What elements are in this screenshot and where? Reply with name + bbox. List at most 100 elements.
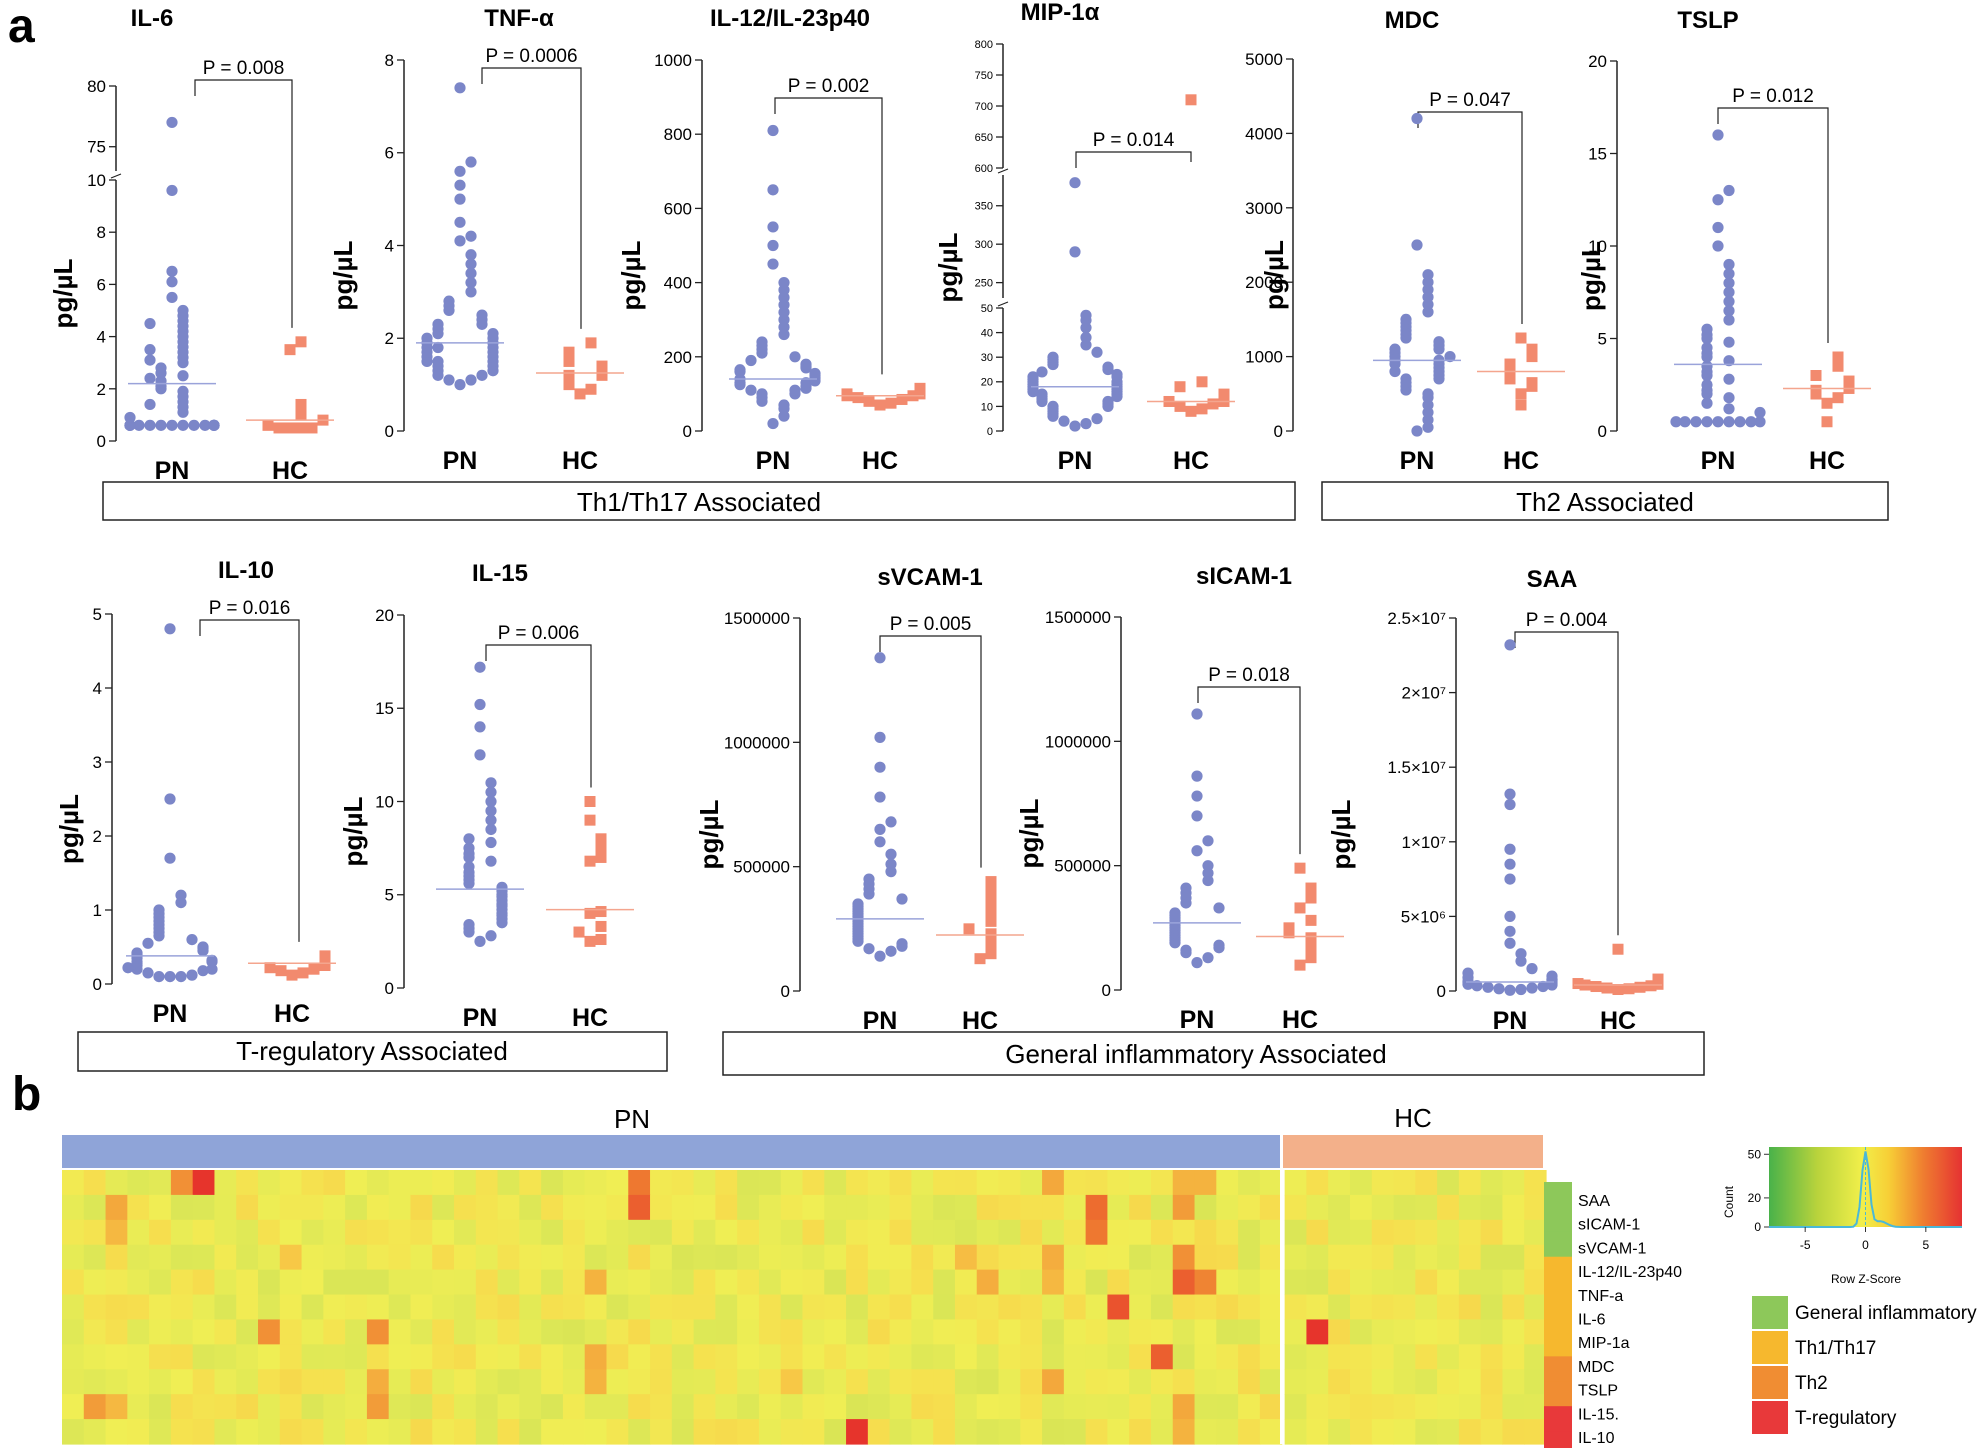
heatmap-cell xyxy=(1415,1419,1438,1445)
legend-swatch xyxy=(1752,1296,1788,1329)
heatmap-cell xyxy=(933,1294,956,1321)
heatmap-cell xyxy=(671,1294,695,1321)
heatmap-cell xyxy=(410,1219,433,1246)
data-point-pn xyxy=(778,277,790,289)
heatmap-cell xyxy=(62,1269,85,1296)
p-value-label: P = 0.0006 xyxy=(485,46,577,67)
heatmap-cell xyxy=(650,1344,673,1370)
heatmap-cell xyxy=(410,1319,433,1345)
y-tick-label: 15 xyxy=(1588,144,1607,163)
heatmap-cell xyxy=(432,1419,455,1445)
heatmap-cell xyxy=(1328,1344,1351,1370)
heatmap-cell xyxy=(105,1244,128,1271)
heatmap-cell xyxy=(824,1344,847,1370)
data-point-pn xyxy=(485,836,497,849)
heatmap-cell xyxy=(933,1170,956,1196)
heatmap-cell xyxy=(1371,1419,1395,1445)
data-point-pn xyxy=(1723,314,1735,326)
y-tick-label: 0 xyxy=(683,422,692,441)
heatmap-cell xyxy=(1349,1194,1373,1221)
data-point-pn xyxy=(1462,967,1474,979)
data-point-hc xyxy=(1572,978,1584,990)
heatmap-cell xyxy=(1524,1369,1547,1395)
heatmap-cell xyxy=(1107,1369,1130,1395)
heatmap-cell xyxy=(867,1269,891,1296)
heatmap-cell xyxy=(519,1419,542,1445)
data-point-pn xyxy=(1400,313,1412,325)
heatmap-cell xyxy=(83,1369,107,1395)
data-point-hc xyxy=(1305,952,1317,964)
heatmap-cell xyxy=(1194,1244,1217,1271)
heatmap-cell xyxy=(693,1369,716,1395)
color-key-count-label: Count xyxy=(1722,1185,1736,1218)
heatmap-cell xyxy=(1284,1269,1308,1296)
heatmap-cell xyxy=(1371,1294,1395,1321)
heatmap-cell xyxy=(1480,1170,1504,1196)
data-point-pn xyxy=(1069,246,1081,258)
heatmap-cell xyxy=(1306,1244,1329,1271)
data-point-pn xyxy=(789,384,801,396)
data-point-pn xyxy=(789,351,801,363)
heatmap-cell xyxy=(1480,1269,1504,1296)
data-point-pn xyxy=(1754,416,1766,428)
p-value-label: P = 0.018 xyxy=(1208,665,1290,686)
data-point-pn xyxy=(1734,416,1746,428)
heatmap-cell xyxy=(170,1419,194,1445)
heatmap-cell xyxy=(410,1244,433,1271)
heatmap-cell xyxy=(780,1244,804,1271)
heatmap-cell xyxy=(410,1369,433,1395)
y-tick-label: 10 xyxy=(375,792,394,811)
heatmap-cell xyxy=(214,1244,237,1271)
chart-title: SAA xyxy=(1527,566,1578,593)
heatmap-cell xyxy=(149,1294,172,1321)
heatmap-cell xyxy=(737,1219,760,1246)
y-tick-label: 250 xyxy=(975,277,993,289)
heatmap-cell xyxy=(954,1170,978,1196)
heatmap-cell xyxy=(62,1419,85,1445)
significance-bracket xyxy=(1197,686,1301,855)
heatmap-cell xyxy=(345,1170,368,1196)
heatmap-cell xyxy=(127,1319,150,1345)
heatmap-cell xyxy=(345,1344,368,1370)
heatmap-cell xyxy=(258,1170,281,1196)
data-point-pn xyxy=(122,962,134,974)
heatmap-cell xyxy=(454,1219,477,1246)
legend-swatch xyxy=(1752,1401,1788,1434)
chart-title: TNF-α xyxy=(484,5,554,32)
heatmap-cell xyxy=(1150,1244,1174,1271)
heatmap-cell xyxy=(475,1419,499,1445)
heatmap-cell xyxy=(933,1369,956,1395)
heatmap-cell xyxy=(802,1219,825,1246)
heatmap-cell xyxy=(1238,1244,1261,1271)
data-point-hc xyxy=(295,398,307,410)
data-point-pn xyxy=(1169,907,1181,919)
y-tick-label: 800 xyxy=(664,125,692,144)
heatmap-cell xyxy=(432,1344,455,1370)
data-point-pn xyxy=(1027,371,1039,383)
data-point-pn xyxy=(188,419,200,431)
heatmap-cell xyxy=(1306,1419,1329,1445)
heatmap-cell xyxy=(301,1170,324,1196)
heatmap-cell xyxy=(802,1269,825,1296)
heatmap-cell xyxy=(824,1319,847,1345)
color-key-xtick-label: -5 xyxy=(1800,1238,1811,1252)
data-point-pn xyxy=(463,918,475,931)
heatmap-cell xyxy=(1437,1344,1460,1370)
data-point-pn xyxy=(432,341,444,354)
heatmap-cell xyxy=(650,1394,673,1420)
heatmap-cell xyxy=(889,1194,912,1221)
heatmap-cell xyxy=(1328,1219,1351,1246)
y-tick-label: 0 xyxy=(1437,982,1446,1001)
data-point-pn xyxy=(153,904,165,916)
heatmap-cell xyxy=(1393,1319,1416,1345)
data-point-pn xyxy=(767,417,779,430)
data-point-pn xyxy=(474,721,486,733)
x-label-hc: HC xyxy=(962,1007,998,1035)
heatmap-cell xyxy=(432,1219,455,1246)
heatmap-cell xyxy=(1328,1319,1351,1345)
data-point-pn xyxy=(1180,882,1192,894)
panel-a-label: a xyxy=(8,0,35,53)
heatmap-cell xyxy=(105,1219,128,1246)
heatmap-cell xyxy=(1216,1394,1239,1420)
